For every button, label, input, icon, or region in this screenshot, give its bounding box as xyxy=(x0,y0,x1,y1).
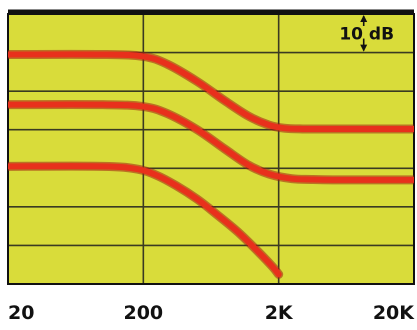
scale-annotation: 10 dB xyxy=(339,15,394,52)
scale-annotation-label: 10 dB xyxy=(339,24,394,44)
x-tick-labels: 20 200 2K 20K xyxy=(8,302,415,324)
scale-arrowhead-down xyxy=(360,44,368,52)
scale-arrowhead-up xyxy=(360,15,368,22)
x-tick-label: 20 xyxy=(8,302,34,324)
series-layer xyxy=(8,49,414,279)
x-tick-label: 20K xyxy=(373,302,415,324)
plot-background xyxy=(8,14,414,284)
x-tick-label: 2K xyxy=(265,302,294,324)
x-tick-label: 200 xyxy=(123,302,163,324)
series-line-2 xyxy=(8,101,414,183)
series-line-3 xyxy=(8,163,282,278)
series-line-1 xyxy=(8,51,414,132)
